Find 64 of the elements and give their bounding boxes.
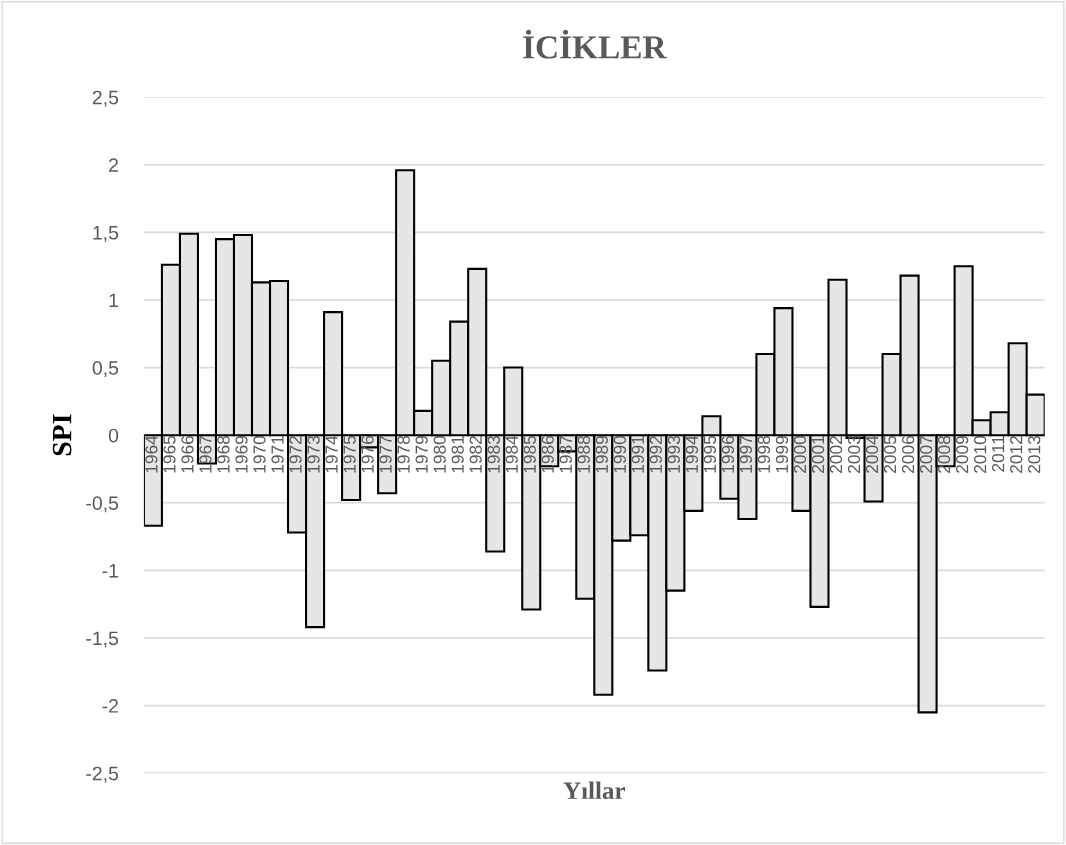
x-tick-label: 1990 [613,435,626,473]
x-tick-label: 1979 [415,435,428,473]
x-tick-label: 2003 [847,435,861,473]
x-tick-label: 2006 [901,435,915,473]
x-tick-label: 2013 [1028,435,1041,473]
x-tick-label: 1978 [397,435,410,473]
y-tick-label: 0,5 [92,361,119,378]
x-tick-label: 2009 [955,435,969,473]
x-tick-label: 1976 [361,435,374,473]
y-tick-label: -0,5 [86,496,119,513]
x-tick-label: 1987 [559,436,572,473]
x-tick-label: 1988 [577,435,590,473]
y-tick-label: -1 [102,564,118,578]
x-tick-label: 1997 [739,436,753,473]
y-tick-label: -2,5 [86,766,119,783]
x-tick-label: 2011 [992,436,1005,472]
x-tick-label: 1964 [145,435,158,473]
x-tick-label: 1980 [433,435,446,473]
x-tick-label: 1973 [307,435,320,473]
x-tick-label: 1994 [685,435,699,473]
x-tick-label: 1993 [667,435,681,473]
x-tick-label: 1968 [217,435,230,473]
x-tick-label: 1999 [775,435,789,473]
x-tick-label: 2010 [973,435,987,473]
x-tick-label: 1998 [757,435,771,473]
x-tick-label: 1970 [253,435,266,473]
x-tick-label: 1965 [163,435,176,473]
x-tick-label: 1972 [289,436,302,473]
x-tick-label: 1977 [379,436,392,473]
y-tick-label: 2,5 [92,90,119,107]
x-tick-label: 2002 [829,436,843,473]
x-tick-label: 1986 [541,435,554,473]
x-tick-label: 1971 [271,436,284,473]
x-tick-label: 1985 [523,435,536,473]
x-tick-label: 2004 [865,435,879,473]
x-tick-label: 1967 [199,436,212,473]
x-tick-label: 1991 [631,436,644,473]
x-tick-label: 2012 [1010,436,1023,473]
x-tick-label: 1982 [469,436,482,473]
x-tick-label: 1995 [703,435,717,473]
x-tick-label: 2008 [937,435,951,473]
y-tick-label: -2 [102,699,118,713]
x-axis-title: Yıllar [563,781,625,800]
x-tick-label: 2007 [919,436,933,473]
x-tick-label: 1992 [649,436,663,473]
y-tick-label: -1,5 [86,631,119,648]
y-tick-label: 1 [109,293,118,308]
x-tick-label: 1969 [235,435,248,473]
x-tick-label: 1989 [595,435,608,473]
x-tick-label: 1984 [505,435,518,473]
x-tick-label: 1966 [181,435,194,473]
y-axis-title: SPI [52,414,72,456]
y-tick-label: 0 [108,428,119,443]
x-tick-label: 2000 [793,435,807,473]
x-tick-label: 2001 [811,436,825,473]
y-tick-label: 2 [109,158,118,172]
chart-title: İCİKLER [523,29,667,59]
y-tick-label: 1,5 [93,226,119,242]
x-tick-label: 1975 [343,435,356,473]
x-tick-label: 1983 [487,435,500,473]
x-tick-label: 2005 [883,435,897,473]
x-tick-label: 1996 [721,435,735,473]
x-tick-label: 1974 [325,435,338,473]
x-tick-label: 1981 [451,436,464,473]
